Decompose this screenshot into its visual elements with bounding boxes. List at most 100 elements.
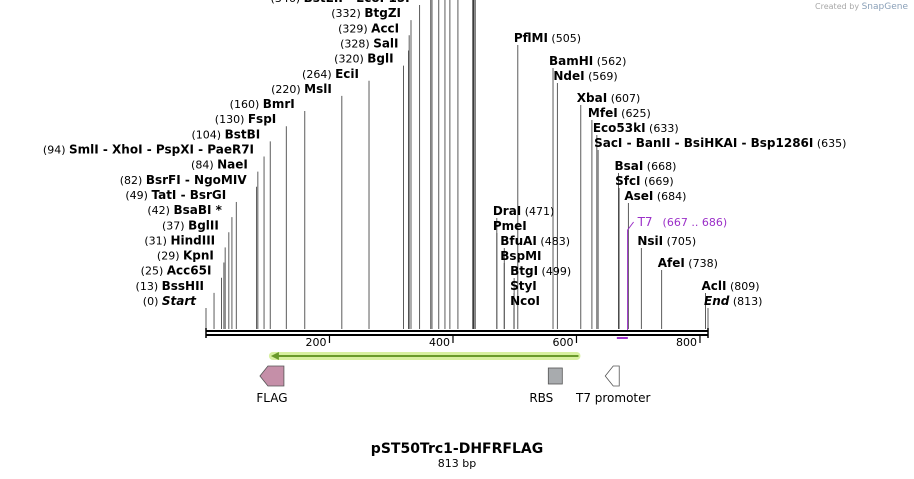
- t7-label: T7: [637, 215, 653, 229]
- site-name: AseI: [624, 189, 653, 203]
- t7-range: (667 .. 686): [663, 216, 728, 229]
- site-position: (813): [729, 295, 762, 308]
- site-name: BsaI: [614, 159, 643, 173]
- site-label-pflmi[interactable]: PflMI (505): [514, 31, 581, 45]
- site-label-btgzi[interactable]: (332) BtgZI: [331, 6, 401, 20]
- site-name: AfeI: [658, 256, 685, 270]
- site-label-ndei[interactable]: NdeI (569): [553, 69, 617, 83]
- site-label-bsabi[interactable]: (42) BsaBI *: [147, 203, 222, 217]
- site-position: (705): [663, 235, 696, 248]
- site-position: (130): [215, 113, 248, 126]
- site-position: (220): [271, 83, 304, 96]
- flag-feature-glyph[interactable]: [259, 365, 285, 387]
- site-label-mfei[interactable]: MfeI (625): [588, 106, 651, 120]
- site-name: BmrI: [263, 97, 295, 111]
- rbs-feature-label: RBS: [529, 391, 553, 405]
- site-label-start[interactable]: (0) Start: [143, 294, 197, 308]
- site-position: (104): [191, 128, 224, 141]
- site-label-eco53ki[interactable]: Eco53kI (633): [593, 121, 679, 135]
- brand-watermark: Created by SnapGene: [815, 2, 908, 12]
- site-position: (25): [141, 265, 167, 278]
- site-label-bsshii[interactable]: (13) BssHII: [136, 279, 204, 293]
- site-label-bmri[interactable]: (160) BmrI: [230, 97, 295, 111]
- features-layer: FLAG RBS T7 promoter: [256, 337, 651, 405]
- site-label-drai[interactable]: DraI (471): [493, 204, 555, 218]
- rbs-feature-glyph[interactable]: [547, 367, 563, 385]
- site-label-kpni[interactable]: (29) KpnI: [157, 249, 214, 263]
- site-position: (499): [538, 265, 571, 278]
- site-label-bfuai[interactable]: BfuAI (483): [500, 234, 570, 248]
- site-label-acli[interactable]: AclI (809): [702, 279, 760, 293]
- site-name: Eco53kI: [593, 121, 646, 135]
- site-label-bglii[interactable]: (37) BglII: [162, 218, 219, 232]
- site-label-sfci[interactable]: SfcI (669): [615, 174, 674, 188]
- site-label-smli[interactable]: (94) SmlI - XhoI - PspXI - PaeR7I: [43, 143, 254, 157]
- site-label-xbai[interactable]: XbaI (607): [577, 91, 640, 105]
- site-name: NsiI: [637, 234, 663, 248]
- site-label-acci[interactable]: (329) AccI: [338, 21, 399, 35]
- backbone-layer: 200 400 600 800: [205, 328, 709, 349]
- brand-name: SnapGene: [861, 2, 908, 12]
- site-name: SmlI - XhoI - PspXI - PaeR7I: [69, 143, 254, 157]
- site-position: (329): [338, 22, 371, 35]
- flag-feature-label: FLAG: [256, 391, 287, 405]
- site-label-pmei[interactable]: PmeI: [493, 219, 527, 233]
- site-label-btgi[interactable]: BtgI (499): [510, 264, 571, 278]
- site-position: (684): [653, 190, 686, 203]
- site-name: AccI: [371, 21, 399, 35]
- t7-promoter-glyph[interactable]: [604, 365, 620, 387]
- site-label-tati[interactable]: (49) TatI - BsrGI: [125, 188, 226, 202]
- t7-feature-label[interactable]: T7 (667 .. 686): [637, 215, 728, 229]
- site-label-asei[interactable]: AseI (684): [624, 189, 686, 203]
- site-label-afei[interactable]: AfeI (738): [658, 256, 718, 270]
- site-label-saci[interactable]: SacI - BanII - BsiHKAI - Bsp1286I (635): [594, 136, 846, 150]
- site-name: MslI: [304, 82, 332, 96]
- site-label-sali[interactable]: (328) SalI: [340, 36, 398, 50]
- site-label-hindiii[interactable]: (31) HindIII: [144, 233, 215, 247]
- axis-tick-label: 600: [552, 336, 573, 349]
- site-lines-layer: [205, 0, 709, 330]
- site-name: BtgI: [510, 264, 538, 278]
- site-position: (483): [537, 235, 570, 248]
- site-name: StyI: [510, 279, 537, 293]
- site-label-bspmi[interactable]: BspMI: [500, 249, 541, 263]
- site-label-fspi[interactable]: (130) FspI: [215, 112, 276, 126]
- site-label-bamhi[interactable]: BamHI (562): [549, 54, 626, 68]
- site-label-end[interactable]: End (813): [704, 294, 762, 308]
- site-label-msli[interactable]: (220) MslI: [271, 82, 332, 96]
- site-position: (669): [641, 175, 674, 188]
- site-label-ncoi[interactable]: NcoI: [510, 294, 540, 308]
- site-position: (37): [162, 219, 188, 232]
- site-position: (31): [144, 234, 170, 247]
- site-name: Start: [162, 294, 197, 308]
- site-position: (471): [521, 205, 554, 218]
- site-label-bsteii[interactable]: (346) BstEII - EcoP15I: [271, 0, 410, 5]
- site-label-bstbi[interactable]: (104) BstBI: [191, 127, 260, 141]
- site-name: BtgZI: [364, 6, 401, 20]
- site-label-nsii[interactable]: NsiI (705): [637, 234, 696, 248]
- site-label-bgli[interactable]: (320) BglI: [334, 52, 393, 66]
- site-position: (0): [143, 295, 162, 308]
- axis-tick-label: 200: [305, 336, 326, 349]
- site-position: (320): [334, 53, 367, 66]
- site-label-naei[interactable]: (84) NaeI: [191, 158, 248, 172]
- site-label-ecii[interactable]: (264) EciI: [302, 67, 359, 81]
- site-name: BstEII - EcoP15I: [304, 0, 410, 5]
- site-name: NcoI: [510, 294, 540, 308]
- site-label-bsrfi[interactable]: (82) BsrFI - NgoMIV: [120, 173, 248, 187]
- site-name: KpnI: [183, 249, 214, 263]
- site-label-styi[interactable]: StyI: [510, 279, 537, 293]
- t7-promoter-label: T7 promoter: [575, 391, 651, 405]
- site-name: BsrFI - NgoMIV: [146, 173, 247, 187]
- site-position: (738): [685, 257, 718, 270]
- site-position: (809): [727, 280, 760, 293]
- site-label-bsai[interactable]: BsaI (668): [614, 159, 676, 173]
- t7-leader-line: [627, 221, 634, 330]
- site-position: (160): [230, 98, 263, 111]
- site-name: BsaBI *: [173, 203, 222, 217]
- plasmid-length: 813 bp: [438, 457, 476, 470]
- site-name: BamHI: [549, 54, 593, 68]
- site-name: End: [704, 294, 730, 308]
- site-label-acc65i[interactable]: (25) Acc65I: [141, 264, 212, 278]
- site-position: (569): [585, 70, 618, 83]
